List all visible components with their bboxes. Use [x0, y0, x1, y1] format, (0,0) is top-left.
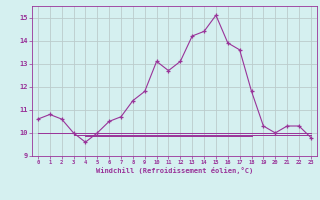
X-axis label: Windchill (Refroidissement éolien,°C): Windchill (Refroidissement éolien,°C) [96, 167, 253, 174]
